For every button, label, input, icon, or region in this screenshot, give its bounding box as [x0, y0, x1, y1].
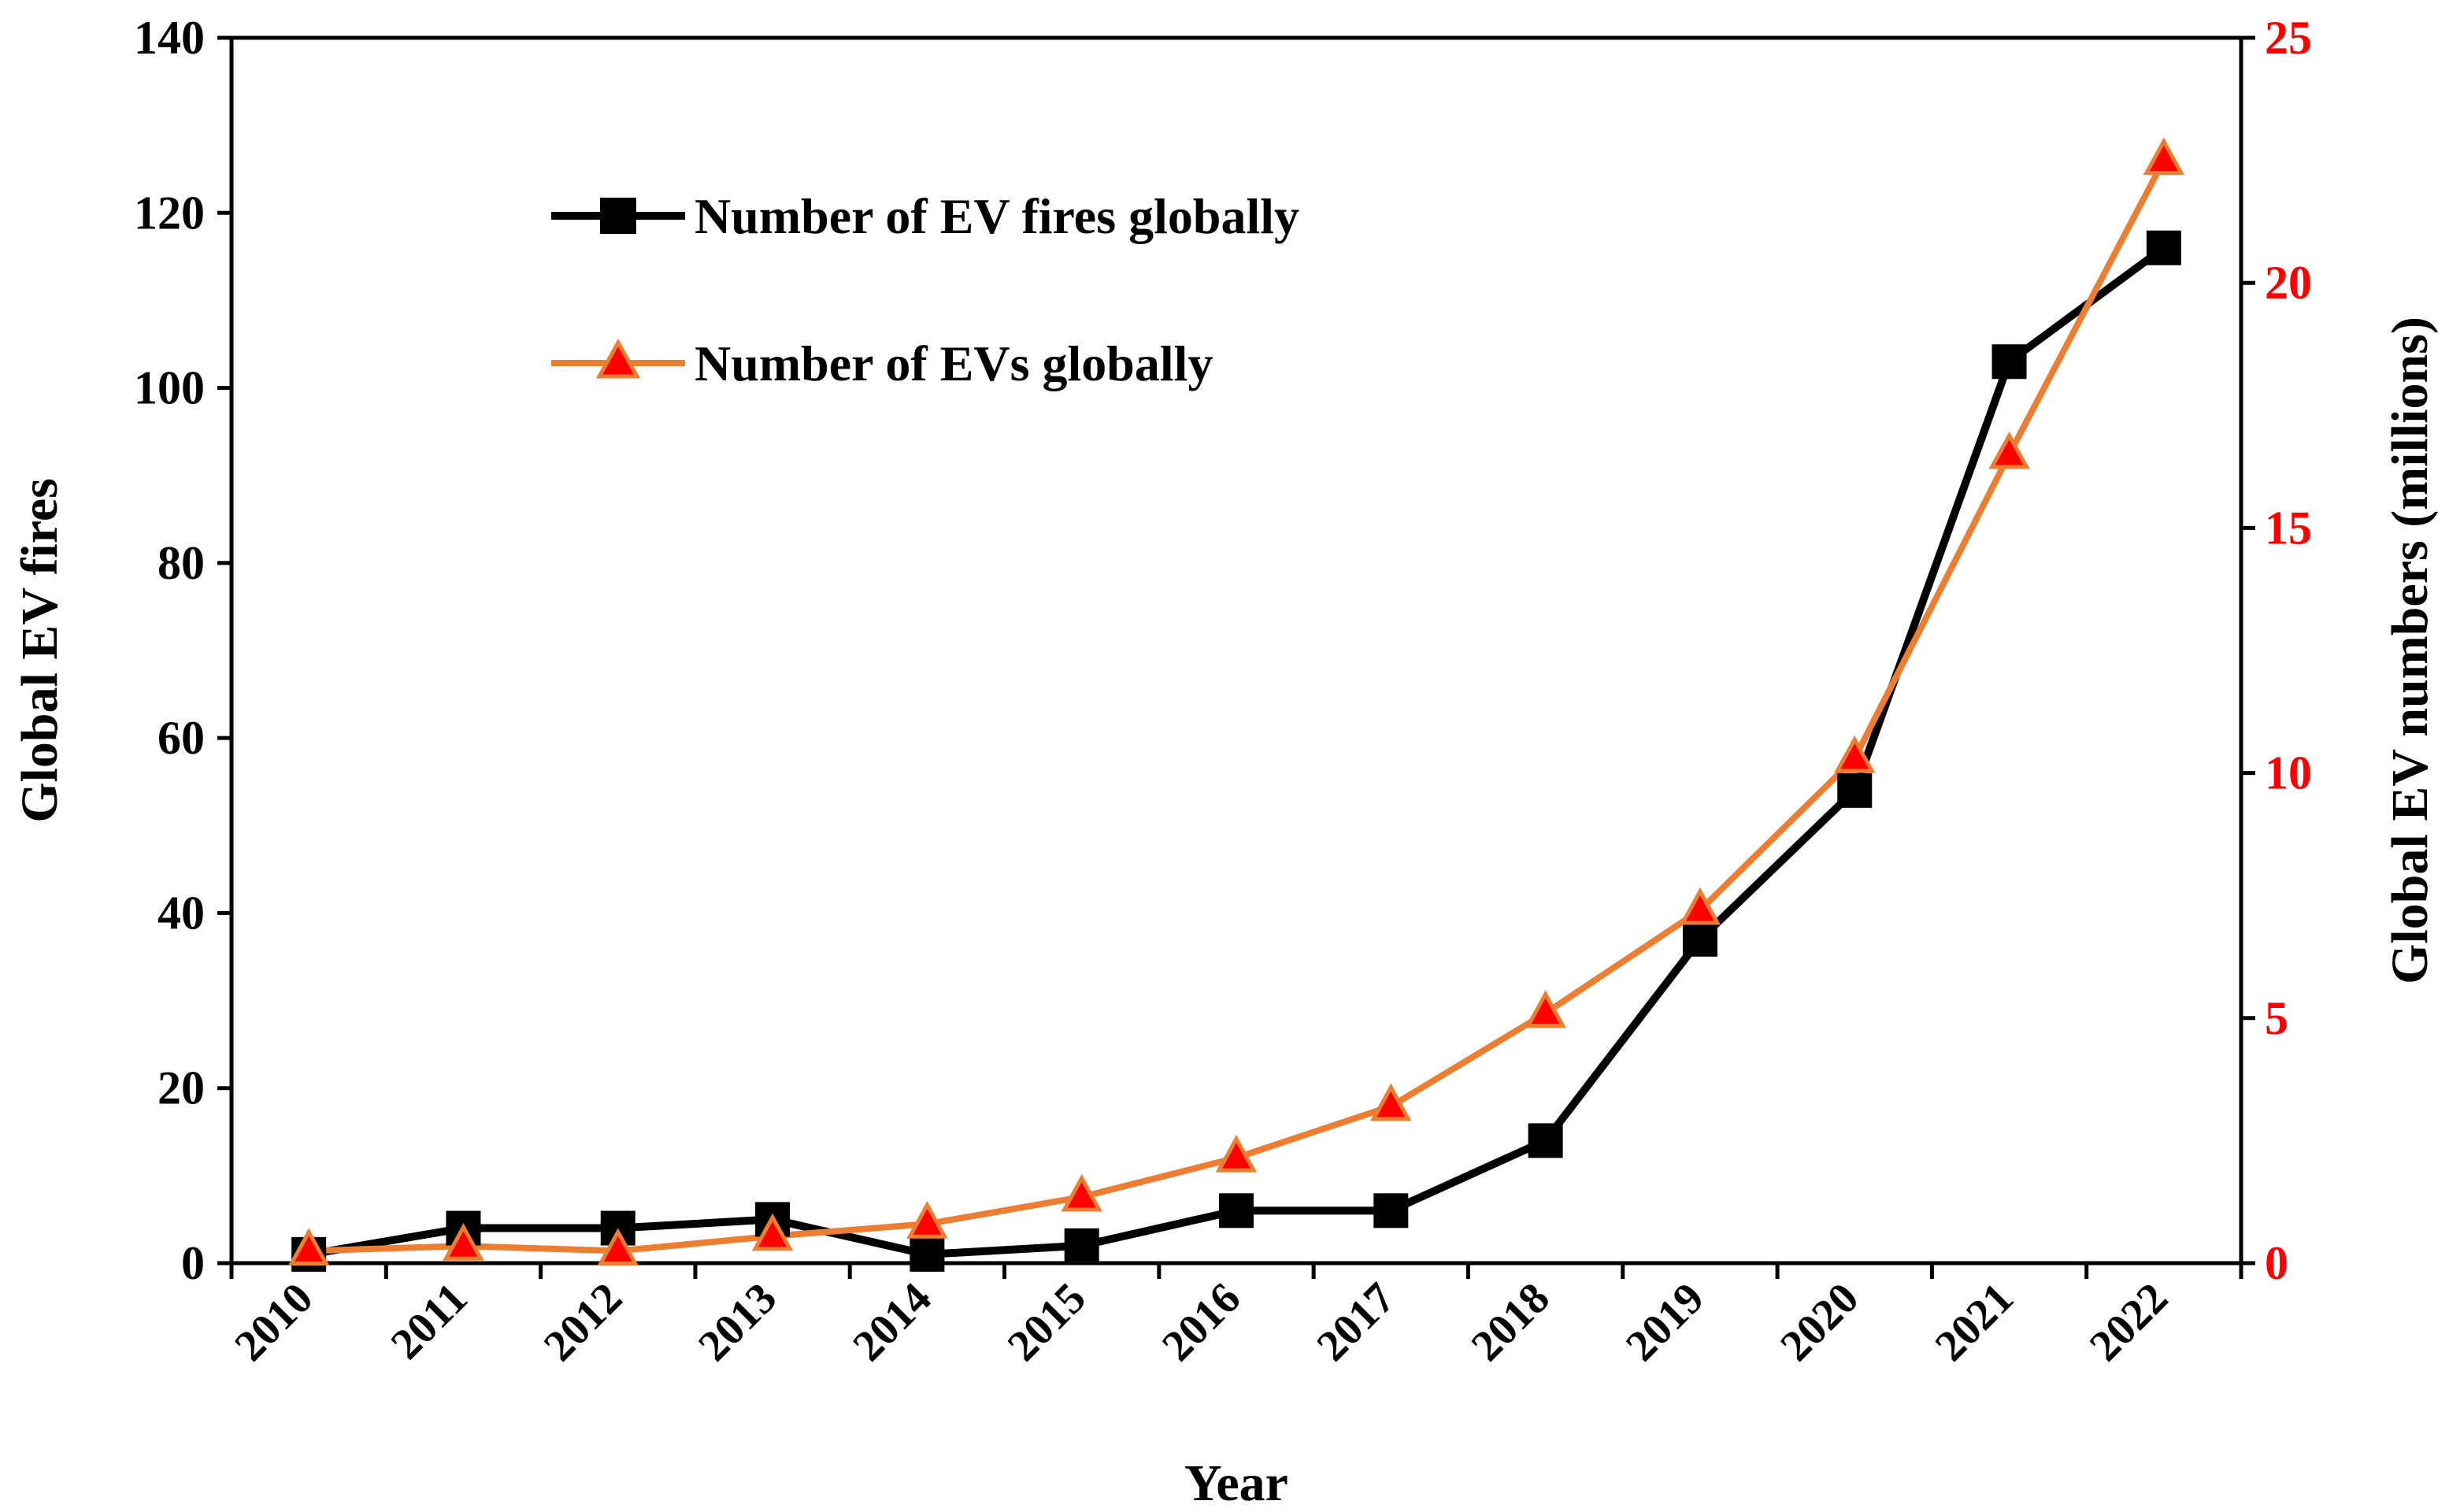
data-point-evs	[443, 1223, 484, 1261]
data-point-evs	[597, 1228, 639, 1266]
y2-tick-label: 10	[2265, 747, 2312, 799]
x-tick-label: 2021	[1926, 1273, 2023, 1370]
x-tick-label: 2012	[535, 1273, 632, 1370]
y2-tick-label: 5	[2265, 992, 2288, 1044]
y-tick-label: 40	[157, 887, 205, 939]
x-tick-label: 2019	[1617, 1273, 1714, 1370]
y2-tick-label: 0	[2265, 1237, 2288, 1289]
data-point-evs	[287, 1228, 330, 1266]
data-point-evs	[1988, 431, 2030, 469]
y-tick-label: 100	[134, 362, 205, 414]
data-point-evs	[1061, 1173, 1102, 1212]
data-point-evs	[1525, 990, 1566, 1028]
y2-axis-title: Global EV numbers (millions)	[2381, 317, 2439, 984]
data-point-evs	[1834, 735, 1876, 773]
legend-label-evs: Number of EVs globally	[695, 335, 1213, 391]
x-axis-title: Year	[1184, 1455, 1288, 1512]
series-line-fires	[308, 244, 2166, 1258]
data-point-fires	[1991, 344, 2027, 380]
data-point-evs	[906, 1201, 948, 1239]
x-tick-label: 2015	[998, 1273, 1095, 1370]
legend-marker-square-icon	[600, 198, 636, 234]
x-tick-label: 2022	[2080, 1273, 2177, 1370]
x-tick-label: 2018	[1462, 1273, 1559, 1370]
legend-marker-triangle-icon	[595, 338, 641, 379]
legend: Number of EV fires globally Number of EV…	[551, 188, 1299, 391]
axes	[229, 35, 2243, 1266]
x-tick-label: 2017	[1307, 1273, 1404, 1370]
x-ticks: 2010 2011 2012 2013 2014 2015 2016 2017 2018 2019…	[225, 1263, 2243, 1370]
x-tick-label: 2010	[225, 1273, 322, 1370]
series-layer	[287, 137, 2185, 1272]
left-y-ticks: 0 20 40 60 80 100 120 140	[134, 12, 232, 1289]
data-point-fires	[1219, 1193, 1254, 1228]
right-y-ticks: 0 5 10 15 20 25	[2241, 12, 2312, 1289]
y2-tick-label: 25	[2265, 12, 2312, 64]
y-axis-title: Global EV fires	[11, 478, 69, 823]
data-point-fires	[2146, 230, 2181, 265]
x-tick-label: 2016	[1153, 1273, 1250, 1370]
legend-label-fires: Number of EV fires globally	[695, 188, 1299, 244]
data-point-fires	[1682, 921, 1717, 957]
y2-tick-label: 15	[2265, 502, 2312, 554]
y-tick-label: 0	[181, 1237, 205, 1289]
y-tick-label: 20	[157, 1062, 205, 1114]
data-point-evs	[1679, 887, 1721, 925]
y-tick-label: 60	[157, 712, 205, 764]
data-point-fires	[1528, 1123, 1563, 1158]
data-point-fires	[910, 1236, 945, 1272]
x-tick-label: 2014	[844, 1273, 941, 1370]
data-point-fires	[1064, 1228, 1099, 1263]
x-tick-label: 2013	[689, 1273, 786, 1370]
data-point-evs	[1370, 1083, 1412, 1121]
data-point-evs	[1215, 1134, 1258, 1173]
x-tick-label: 2020	[1771, 1273, 1868, 1370]
y-tick-label: 120	[134, 187, 205, 239]
y-tick-label: 80	[157, 537, 205, 589]
x-tick-label: 2011	[382, 1273, 477, 1369]
data-point-fires	[1373, 1193, 1409, 1228]
data-point-evs	[2143, 137, 2185, 176]
y2-tick-label: 20	[2265, 257, 2312, 309]
data-point-evs	[751, 1213, 794, 1251]
y-tick-label: 140	[134, 12, 205, 64]
data-point-fires	[1837, 773, 1873, 808]
